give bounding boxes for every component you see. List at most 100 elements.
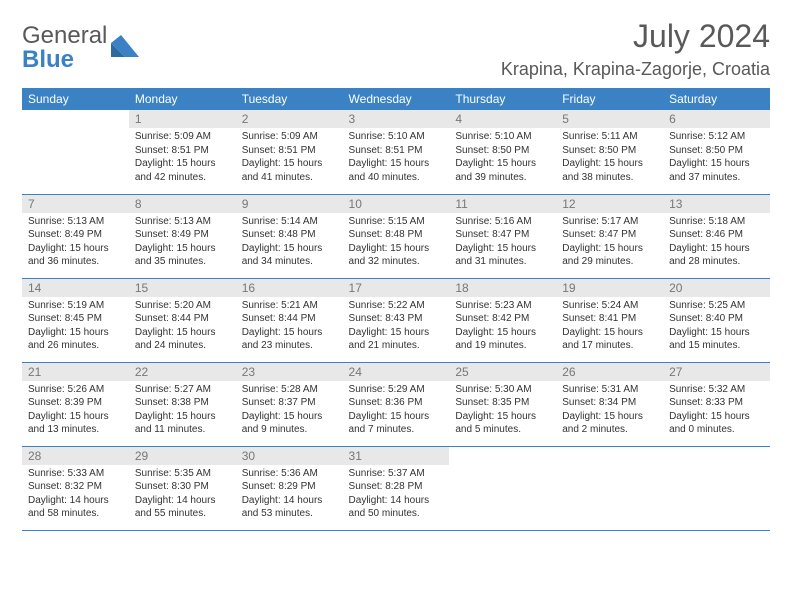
day-number: 8 [129, 195, 236, 213]
calendar-cell [556, 446, 663, 530]
calendar-row: 1Sunrise: 5:09 AMSunset: 8:51 PMDaylight… [22, 110, 770, 194]
sunrise-text: Sunrise: 5:24 AM [562, 299, 657, 313]
sunrise-text: Sunrise: 5:25 AM [669, 299, 764, 313]
day-number: 17 [343, 279, 450, 297]
header: General Blue July 2024 Krapina, Krapina-… [22, 18, 770, 80]
weekday-header: Friday [556, 88, 663, 110]
daylight-text: Daylight: 15 hours and 31 minutes. [455, 242, 550, 269]
sunrise-text: Sunrise: 5:13 AM [28, 215, 123, 229]
logo-mark-icon [111, 35, 139, 62]
day-details: Sunrise: 5:16 AMSunset: 8:47 PMDaylight:… [449, 213, 556, 273]
sunset-text: Sunset: 8:32 PM [28, 480, 123, 494]
day-number: 19 [556, 279, 663, 297]
calendar-cell: 6Sunrise: 5:12 AMSunset: 8:50 PMDaylight… [663, 110, 770, 194]
day-number [22, 110, 129, 114]
calendar-cell: 27Sunrise: 5:32 AMSunset: 8:33 PMDayligh… [663, 362, 770, 446]
sunset-text: Sunset: 8:34 PM [562, 396, 657, 410]
day-details: Sunrise: 5:20 AMSunset: 8:44 PMDaylight:… [129, 297, 236, 357]
day-details: Sunrise: 5:29 AMSunset: 8:36 PMDaylight:… [343, 381, 450, 441]
day-number: 7 [22, 195, 129, 213]
calendar-cell: 8Sunrise: 5:13 AMSunset: 8:49 PMDaylight… [129, 194, 236, 278]
sunset-text: Sunset: 8:40 PM [669, 312, 764, 326]
calendar-cell: 2Sunrise: 5:09 AMSunset: 8:51 PMDaylight… [236, 110, 343, 194]
day-number: 4 [449, 110, 556, 128]
sunrise-text: Sunrise: 5:27 AM [135, 383, 230, 397]
calendar-cell: 5Sunrise: 5:11 AMSunset: 8:50 PMDaylight… [556, 110, 663, 194]
day-number: 22 [129, 363, 236, 381]
day-number: 26 [556, 363, 663, 381]
daylight-text: Daylight: 15 hours and 5 minutes. [455, 410, 550, 437]
sunrise-text: Sunrise: 5:29 AM [349, 383, 444, 397]
day-details: Sunrise: 5:23 AMSunset: 8:42 PMDaylight:… [449, 297, 556, 357]
calendar-cell: 30Sunrise: 5:36 AMSunset: 8:29 PMDayligh… [236, 446, 343, 530]
calendar-cell: 18Sunrise: 5:23 AMSunset: 8:42 PMDayligh… [449, 278, 556, 362]
sunset-text: Sunset: 8:50 PM [562, 144, 657, 158]
sunset-text: Sunset: 8:50 PM [669, 144, 764, 158]
calendar-cell: 7Sunrise: 5:13 AMSunset: 8:49 PMDaylight… [22, 194, 129, 278]
daylight-text: Daylight: 14 hours and 58 minutes. [28, 494, 123, 521]
daylight-text: Daylight: 15 hours and 32 minutes. [349, 242, 444, 269]
calendar-cell: 13Sunrise: 5:18 AMSunset: 8:46 PMDayligh… [663, 194, 770, 278]
day-number: 13 [663, 195, 770, 213]
day-number [449, 447, 556, 451]
daylight-text: Daylight: 15 hours and 7 minutes. [349, 410, 444, 437]
sunset-text: Sunset: 8:38 PM [135, 396, 230, 410]
daylight-text: Daylight: 15 hours and 11 minutes. [135, 410, 230, 437]
calendar-cell: 9Sunrise: 5:14 AMSunset: 8:48 PMDaylight… [236, 194, 343, 278]
sunrise-text: Sunrise: 5:11 AM [562, 130, 657, 144]
day-details: Sunrise: 5:30 AMSunset: 8:35 PMDaylight:… [449, 381, 556, 441]
day-details: Sunrise: 5:31 AMSunset: 8:34 PMDaylight:… [556, 381, 663, 441]
sunset-text: Sunset: 8:48 PM [349, 228, 444, 242]
day-number: 5 [556, 110, 663, 128]
daylight-text: Daylight: 15 hours and 13 minutes. [28, 410, 123, 437]
sunset-text: Sunset: 8:51 PM [135, 144, 230, 158]
sunset-text: Sunset: 8:41 PM [562, 312, 657, 326]
sunrise-text: Sunrise: 5:36 AM [242, 467, 337, 481]
weekday-header: Thursday [449, 88, 556, 110]
weekday-row: Sunday Monday Tuesday Wednesday Thursday… [22, 88, 770, 110]
day-details: Sunrise: 5:33 AMSunset: 8:32 PMDaylight:… [22, 465, 129, 525]
day-number: 31 [343, 447, 450, 465]
weekday-header: Tuesday [236, 88, 343, 110]
sunset-text: Sunset: 8:49 PM [135, 228, 230, 242]
day-number: 6 [663, 110, 770, 128]
day-number: 30 [236, 447, 343, 465]
daylight-text: Daylight: 15 hours and 26 minutes. [28, 326, 123, 353]
calendar-cell: 17Sunrise: 5:22 AMSunset: 8:43 PMDayligh… [343, 278, 450, 362]
daylight-text: Daylight: 15 hours and 23 minutes. [242, 326, 337, 353]
sunrise-text: Sunrise: 5:21 AM [242, 299, 337, 313]
calendar-cell: 29Sunrise: 5:35 AMSunset: 8:30 PMDayligh… [129, 446, 236, 530]
day-details: Sunrise: 5:27 AMSunset: 8:38 PMDaylight:… [129, 381, 236, 441]
calendar-cell: 15Sunrise: 5:20 AMSunset: 8:44 PMDayligh… [129, 278, 236, 362]
day-details: Sunrise: 5:10 AMSunset: 8:50 PMDaylight:… [449, 128, 556, 188]
calendar-row: 28Sunrise: 5:33 AMSunset: 8:32 PMDayligh… [22, 446, 770, 530]
day-number [663, 447, 770, 451]
calendar-cell: 25Sunrise: 5:30 AMSunset: 8:35 PMDayligh… [449, 362, 556, 446]
day-details: Sunrise: 5:37 AMSunset: 8:28 PMDaylight:… [343, 465, 450, 525]
day-number: 28 [22, 447, 129, 465]
sunset-text: Sunset: 8:49 PM [28, 228, 123, 242]
day-number: 24 [343, 363, 450, 381]
sunrise-text: Sunrise: 5:26 AM [28, 383, 123, 397]
sunset-text: Sunset: 8:33 PM [669, 396, 764, 410]
day-number: 20 [663, 279, 770, 297]
daylight-text: Daylight: 15 hours and 39 minutes. [455, 157, 550, 184]
sunrise-text: Sunrise: 5:33 AM [28, 467, 123, 481]
weekday-header: Saturday [663, 88, 770, 110]
daylight-text: Daylight: 15 hours and 0 minutes. [669, 410, 764, 437]
daylight-text: Daylight: 15 hours and 29 minutes. [562, 242, 657, 269]
daylight-text: Daylight: 15 hours and 9 minutes. [242, 410, 337, 437]
day-details: Sunrise: 5:35 AMSunset: 8:30 PMDaylight:… [129, 465, 236, 525]
daylight-text: Daylight: 15 hours and 36 minutes. [28, 242, 123, 269]
sunrise-text: Sunrise: 5:19 AM [28, 299, 123, 313]
calendar-cell: 28Sunrise: 5:33 AMSunset: 8:32 PMDayligh… [22, 446, 129, 530]
sunrise-text: Sunrise: 5:14 AM [242, 215, 337, 229]
sunset-text: Sunset: 8:43 PM [349, 312, 444, 326]
day-details: Sunrise: 5:13 AMSunset: 8:49 PMDaylight:… [22, 213, 129, 273]
sunrise-text: Sunrise: 5:16 AM [455, 215, 550, 229]
sunrise-text: Sunrise: 5:37 AM [349, 467, 444, 481]
day-details: Sunrise: 5:25 AMSunset: 8:40 PMDaylight:… [663, 297, 770, 357]
daylight-text: Daylight: 15 hours and 2 minutes. [562, 410, 657, 437]
sunrise-text: Sunrise: 5:09 AM [135, 130, 230, 144]
day-details: Sunrise: 5:26 AMSunset: 8:39 PMDaylight:… [22, 381, 129, 441]
